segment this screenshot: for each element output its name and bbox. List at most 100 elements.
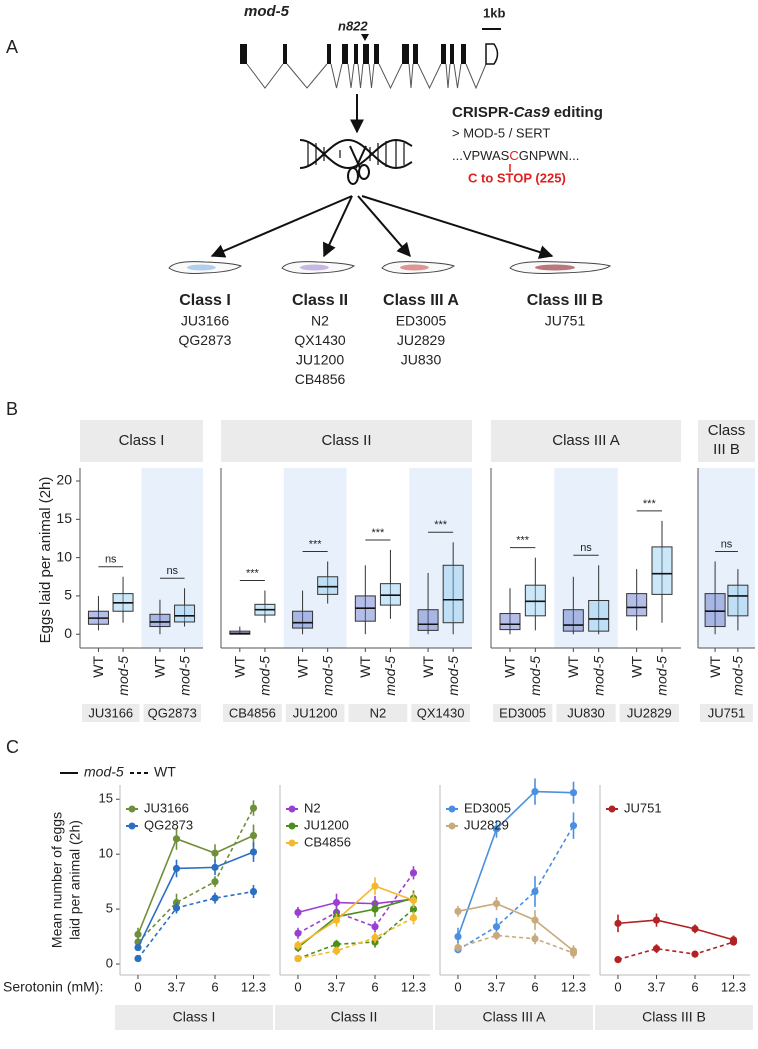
x-tick-label: 6 (371, 979, 378, 994)
x-tick-label: 6 (691, 979, 698, 994)
facet-strip-text: Class III A (552, 431, 620, 449)
intron (408, 63, 414, 89)
series-line (297, 897, 414, 949)
box (727, 584, 749, 617)
point (249, 848, 258, 856)
strain-label: JU2829 (627, 705, 672, 720)
y-axis-label: Eggs laid per animal (2h) (37, 477, 54, 644)
legend-label: JU3166 (144, 800, 189, 815)
facet-strip: Class III B (708, 422, 746, 458)
x-axis-label: Serotonin (mM): (3, 979, 103, 995)
series-line (617, 919, 734, 941)
point (492, 900, 501, 908)
facet-strip-text: Class I (118, 431, 165, 449)
point (294, 929, 302, 937)
strain-shade (141, 468, 203, 648)
facet-strip: Class I (118, 431, 165, 449)
intron (347, 63, 355, 89)
series-line (137, 834, 254, 935)
worm-marking (400, 264, 429, 271)
exon (374, 44, 379, 64)
point (371, 934, 379, 942)
crispr-title-part: editing (550, 104, 603, 121)
y-axis-label: Mean number of eggs (49, 812, 65, 948)
y-tick-label: 10 (56, 548, 72, 564)
x-tick-label: 0 (294, 979, 301, 994)
gene-name: mod-5 (244, 3, 290, 20)
series-line (457, 790, 574, 937)
x-tick-label: 3.7 (327, 979, 345, 994)
y-tick-label: 5 (64, 587, 72, 603)
point (729, 936, 738, 944)
x-tick-label: mod-5 (176, 656, 192, 696)
sequence-part: C (509, 148, 518, 163)
box (174, 604, 196, 623)
significance-label: *** (309, 538, 323, 550)
target-label: > MOD-5 / SERT (452, 125, 550, 140)
intron (357, 63, 364, 89)
point (249, 887, 258, 896)
x-tick-label: mod-5 (382, 656, 398, 696)
x-tick-label: 0 (614, 979, 621, 994)
exon (342, 44, 348, 64)
x-tick-label: 6 (211, 979, 218, 994)
legend-label: QG2873 (144, 817, 193, 832)
panel-label: A (6, 37, 18, 57)
strain-label: JU830 (567, 705, 605, 720)
intron (330, 63, 343, 89)
legend-label: WT (154, 764, 176, 780)
series-line (297, 885, 414, 947)
point (454, 907, 462, 915)
legend-swatch (288, 839, 296, 847)
x-tick-label: mod-5 (319, 656, 335, 696)
strain-label: N2 (370, 705, 387, 720)
point (294, 941, 302, 949)
strain-label-bg (348, 704, 408, 722)
point (332, 947, 341, 955)
point (691, 925, 699, 933)
x-tick-label: 0 (454, 979, 461, 994)
intron (368, 63, 375, 89)
facet-label: Class III A (482, 1009, 546, 1025)
x-tick-label: mod-5 (257, 656, 273, 696)
x-tick-label: 3.7 (647, 979, 665, 994)
x-tick-label: WT (707, 656, 723, 678)
mutation-label: C to STOP (225) (468, 170, 566, 185)
series-line (137, 851, 254, 948)
strain-label: ED3005 (499, 705, 546, 720)
intron (378, 63, 403, 90)
y-tick-label: 10 (99, 846, 113, 861)
point (409, 914, 418, 922)
y-tick-label: 15 (56, 510, 72, 526)
strain-name: N2 (311, 313, 329, 329)
x-tick-label: 12.3 (401, 979, 426, 994)
sequence-part: GNPWN... (519, 148, 580, 163)
strain-label-bg (619, 704, 679, 722)
legend-swatch (128, 805, 136, 813)
point (294, 908, 302, 916)
intron (445, 63, 451, 89)
significance-label: ns (166, 565, 178, 577)
scissors (347, 145, 370, 185)
worm-marking (300, 264, 329, 271)
x-tick-label: mod-5 (730, 656, 746, 696)
class-name: Class II (292, 292, 348, 309)
significance-label: *** (516, 535, 530, 547)
facet-label: Class II (331, 1009, 378, 1025)
class-list: Class I JU3166 QG2873 Class II N2 QX1430 JU120… (179, 292, 604, 387)
strain-label-bg (700, 704, 753, 722)
facet-label: Class III B (642, 1009, 706, 1025)
point (409, 869, 418, 877)
point (371, 923, 379, 931)
point (569, 822, 578, 830)
point (454, 943, 462, 952)
x-tick-label: 12.3 (721, 979, 746, 994)
strain-label-bg (223, 704, 282, 722)
strain-name: QG2873 (179, 332, 232, 348)
dna-helix (299, 138, 413, 170)
box (499, 613, 521, 631)
x-tick-label: mod-5 (654, 656, 670, 696)
x-tick-label: WT (90, 656, 106, 678)
x-tick-label: WT (565, 656, 581, 678)
box (317, 576, 339, 595)
